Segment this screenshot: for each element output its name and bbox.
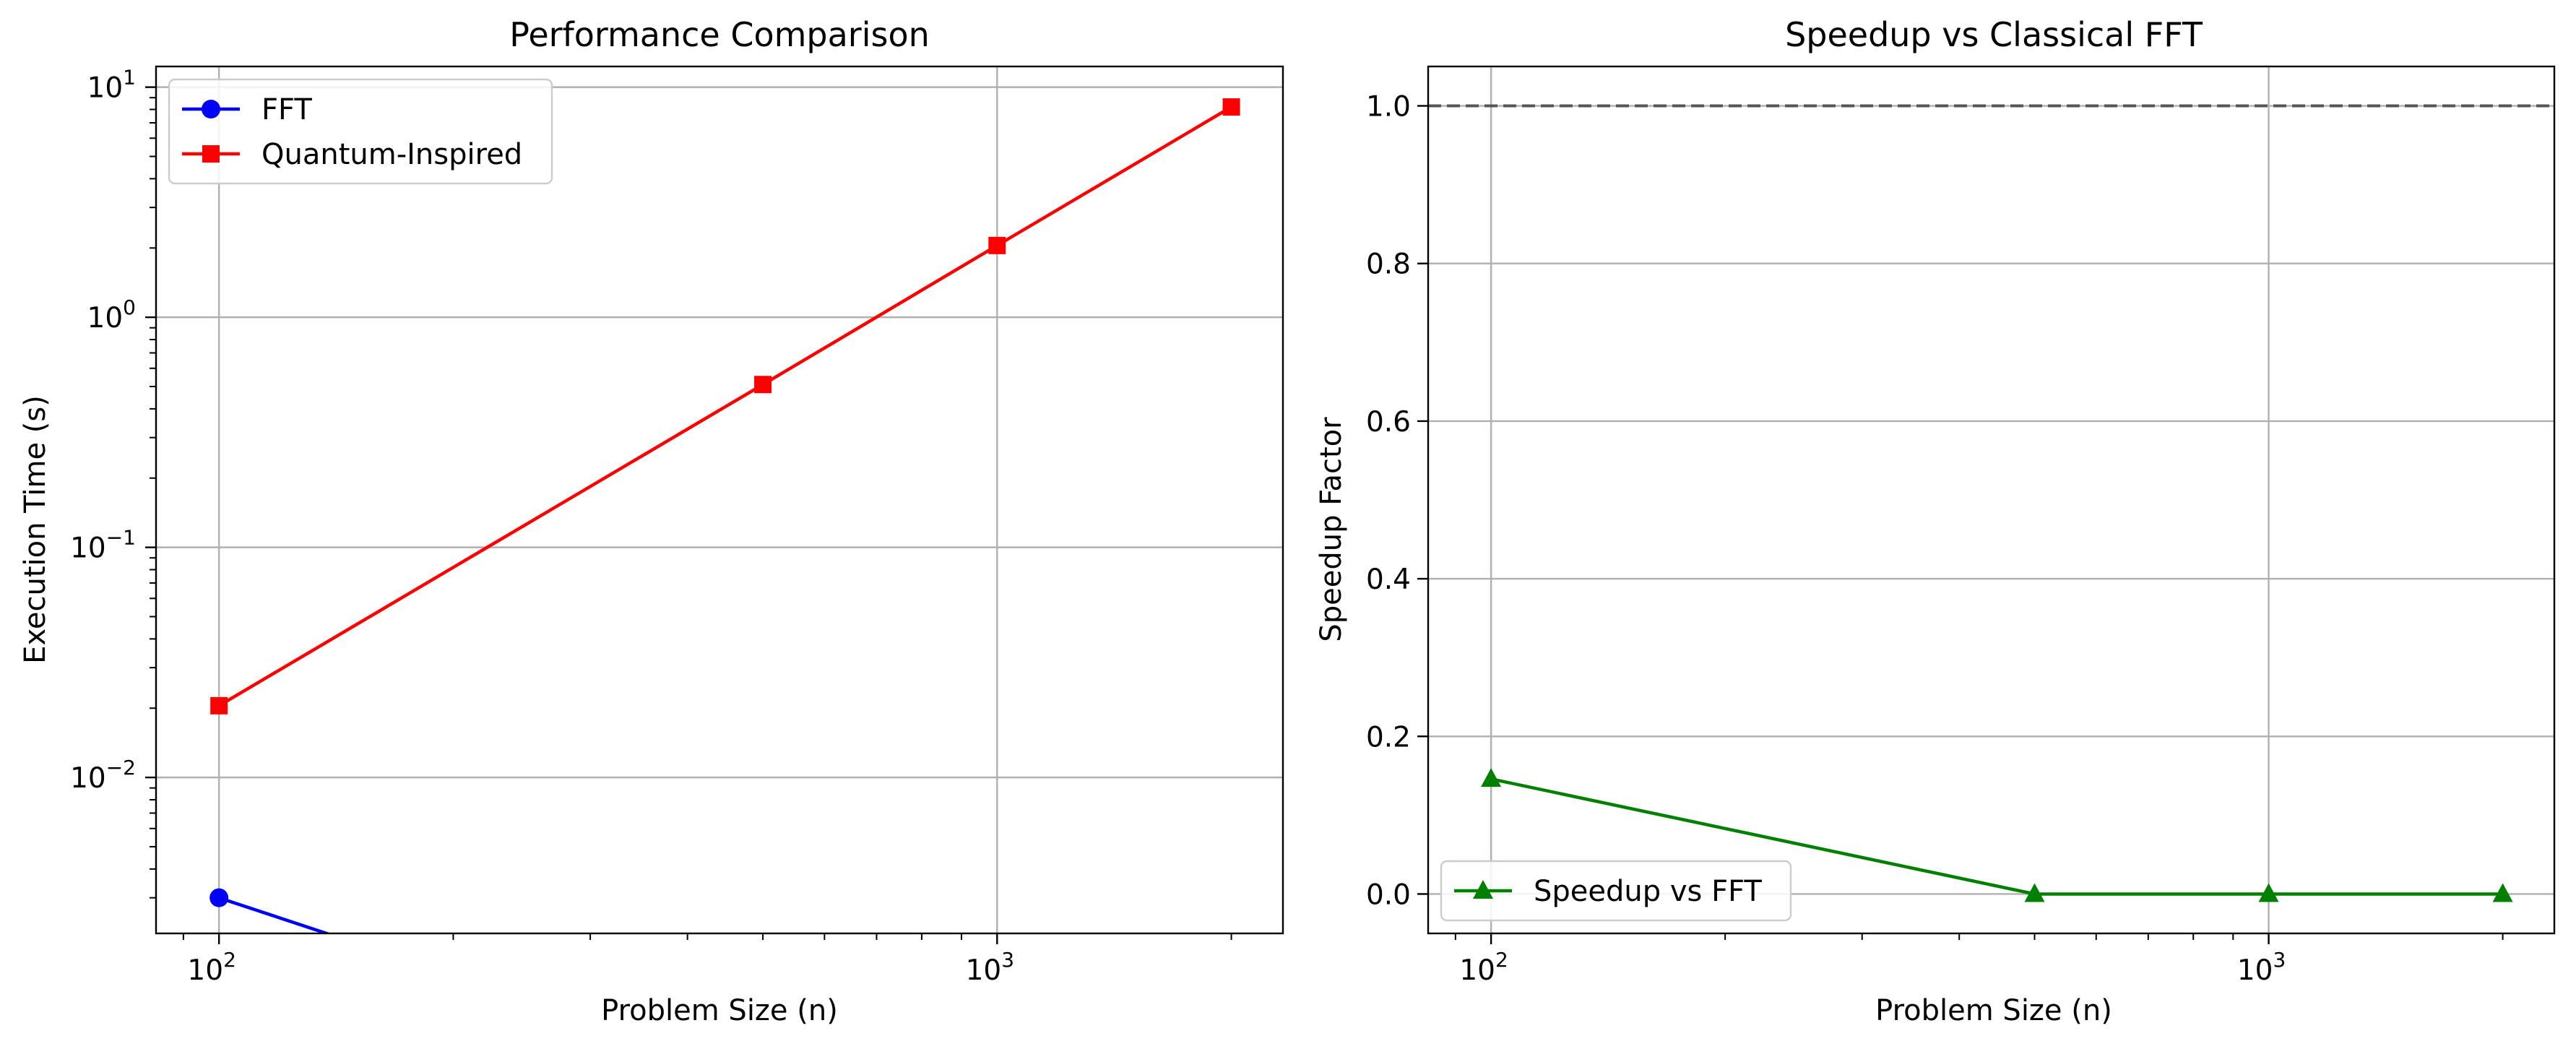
y-tick-label: 1.0 <box>1366 91 1411 124</box>
data-point <box>1481 768 1502 787</box>
speedup-panel: Speedup vs Classical FFT Problem Size (n… <box>1315 15 2556 1027</box>
x-axis-label: Problem Size (n) <box>1875 994 2112 1027</box>
data-point <box>2024 883 2045 902</box>
y-tick-base: 10 <box>70 762 106 795</box>
x-tick-exponent: 3 <box>1001 948 1014 972</box>
y-tick-label: 10−1 <box>70 526 136 565</box>
y-tick-base: 10 <box>70 532 106 565</box>
x-tick-label: 102 <box>187 948 235 987</box>
x-tick-exponent: 2 <box>1495 948 1508 972</box>
data-point <box>1222 98 1240 116</box>
y-tick-exponent: 1 <box>123 66 136 90</box>
x-tick-label: 103 <box>2237 948 2286 987</box>
y-tick-base: 10 <box>87 302 124 334</box>
data-point <box>210 696 228 715</box>
series-line-quantum-inspired <box>218 105 1232 707</box>
x-axis-label: Problem Size (n) <box>601 994 838 1027</box>
legend-marker <box>202 145 220 163</box>
y-tick-label: 0.8 <box>1366 249 1411 281</box>
legend: Speedup vs FFT <box>1440 860 1792 922</box>
y-tick-label: 100 <box>87 295 136 334</box>
y-tick-label: 0.4 <box>1366 564 1411 596</box>
grid <box>156 66 1283 933</box>
data-point <box>2258 883 2279 902</box>
x-tick-base: 10 <box>187 954 223 987</box>
x-tick-label: 102 <box>1459 948 1508 987</box>
legend-label: Speedup vs FFT <box>1534 875 1762 908</box>
legend-label: Quantum-Inspired <box>262 138 522 171</box>
legend-box <box>1440 860 1792 922</box>
y-tick-exponent: 0 <box>123 295 136 319</box>
x-tick-base: 10 <box>1459 954 1495 987</box>
y-tick-label: 0.6 <box>1366 406 1411 439</box>
x-tick-exponent: 2 <box>223 948 236 972</box>
y-tick-exponent: −2 <box>106 756 136 780</box>
data-point <box>988 236 1006 254</box>
y-tick-label: 0.0 <box>1366 879 1411 911</box>
data-point <box>754 376 772 394</box>
x-minor-ticks <box>182 933 1232 940</box>
series-line-speedup-vs-fft <box>1490 777 2503 896</box>
x-minor-ticks <box>1454 933 2504 940</box>
legend-box <box>168 78 553 185</box>
y-axis-label: Speedup Factor <box>1315 417 1348 642</box>
legend-label: FFT <box>262 93 312 126</box>
y-tick-label: 101 <box>87 66 136 105</box>
y-axis-label: Execution Time (s) <box>19 395 52 664</box>
y-tick-exponent: −1 <box>106 526 136 550</box>
performance-comparison-panel: Performance Comparison Problem Size (n) … <box>19 15 1284 1027</box>
legend-marker <box>1473 880 1493 899</box>
x-tick-base: 10 <box>966 954 1002 987</box>
chart-title: Performance Comparison <box>509 15 930 54</box>
data-point <box>209 888 229 907</box>
y-minor-ticks <box>150 97 156 899</box>
y-tick-base: 10 <box>87 72 124 105</box>
plot-area <box>209 98 1240 933</box>
y-tick-label: 0.2 <box>1366 721 1411 754</box>
data-point <box>2492 883 2513 902</box>
plot-area <box>1481 768 2513 902</box>
x-tick-base: 10 <box>2237 954 2273 987</box>
legend: FFT Quantum-Inspired <box>168 78 553 185</box>
axes-frame <box>155 65 1284 935</box>
y-tick-label: 10−2 <box>70 756 136 795</box>
x-tick-exponent: 3 <box>2273 948 2286 972</box>
x-tick-label: 103 <box>966 948 1014 987</box>
legend-marker <box>202 100 220 118</box>
axes-frame <box>1427 65 2556 935</box>
chart-title: Speedup vs Classical FFT <box>1785 15 2203 54</box>
